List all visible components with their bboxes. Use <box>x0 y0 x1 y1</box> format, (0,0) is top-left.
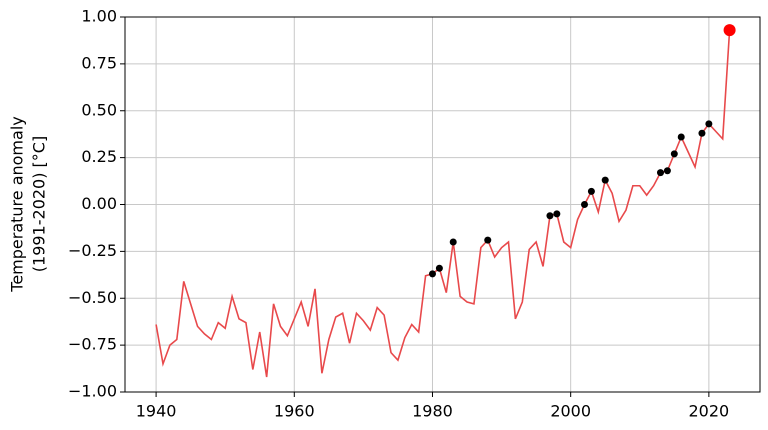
y-tick-label: −0.50 <box>68 288 117 307</box>
plot-frame <box>124 16 761 393</box>
record-marker <box>553 210 561 218</box>
record-marker <box>587 187 595 195</box>
y-tick-label: 0.25 <box>81 147 117 166</box>
record-marker <box>698 129 706 137</box>
y-tick-label: 0.75 <box>81 53 117 72</box>
record-marker <box>484 236 492 244</box>
y-tick-label: −0.25 <box>68 241 117 260</box>
record-marker <box>670 150 678 158</box>
y-tick-label: 0.50 <box>81 100 117 119</box>
y-axis-label: Temperature anomaly <box>8 116 27 292</box>
x-tick-label: 1960 <box>274 402 315 421</box>
record-marker <box>546 212 554 220</box>
x-tick-label: 2020 <box>689 402 730 421</box>
record-marker <box>580 201 588 208</box>
record-marker <box>663 167 671 175</box>
record-marker <box>601 176 609 184</box>
y-tick-label: 1.00 <box>81 7 117 26</box>
x-tick-label: 1980 <box>412 402 453 421</box>
y-axis-label: (1991-2020) [°C] <box>30 136 49 272</box>
record-marker <box>449 238 457 246</box>
x-tick-label: 2000 <box>550 402 591 421</box>
record-marker <box>705 120 713 128</box>
record-marker <box>677 133 685 141</box>
y-tick-label: 0.00 <box>81 194 117 213</box>
y-tick-label: −0.75 <box>68 335 117 354</box>
record-marker <box>657 169 665 177</box>
latest-marker <box>723 24 736 37</box>
y-tick-label: −1.00 <box>68 382 117 401</box>
record-marker <box>428 270 436 278</box>
x-tick-label: 1940 <box>136 402 177 421</box>
temperature-line <box>155 30 731 378</box>
record-marker <box>435 264 443 272</box>
